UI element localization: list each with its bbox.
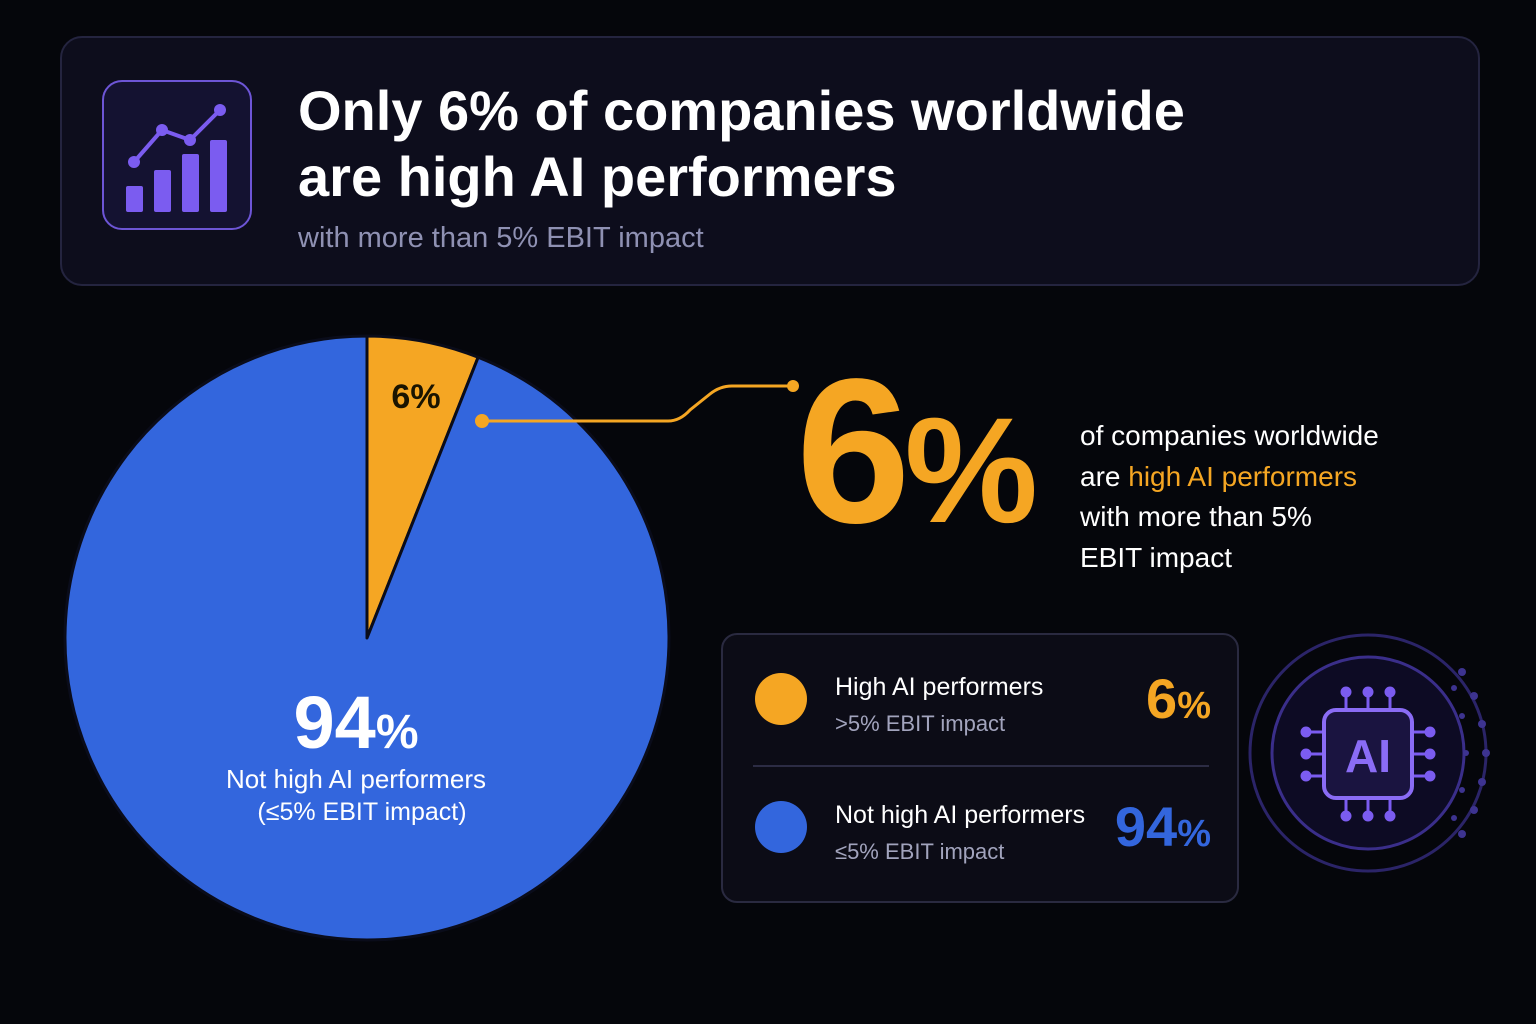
big-stat-number: 6 (796, 336, 911, 566)
legend-title-not-high: Not high AI performers (835, 801, 1086, 829)
stat-desc-line-4: EBIT impact (1080, 541, 1232, 573)
legend-dot-high (755, 673, 807, 725)
page-subtitle: with more than 5% EBIT impact (298, 222, 704, 254)
big-stat-pct: % (904, 386, 1038, 554)
ai-chip-icon: AI (1248, 626, 1498, 886)
slice-label-not-high-category: Not high AI performers (225, 764, 487, 794)
legend-value-not-high-pct: % (1177, 813, 1211, 855)
big-pct: % (375, 706, 419, 759)
legend-dot-not-high (755, 801, 807, 853)
pie-chart: 6% 94% Not high AI performers (≤5% EBIT … (0, 300, 700, 1000)
stat-description: of companies worldwide are high AI perfo… (1080, 416, 1379, 578)
legend-value-not-high-number: 94 (1114, 795, 1178, 858)
page-title: Only 6% of companies worldwide are high … (298, 78, 1185, 210)
legend-title-high: High AI performers (835, 673, 1044, 701)
legend-sub-not-high: ≤5% EBIT impact (835, 839, 1005, 864)
legend-value-high-pct: % (1177, 685, 1211, 727)
stat-desc-line-2: are high AI performers (1080, 457, 1379, 498)
title-line-2: are high AI performers (298, 145, 897, 208)
stat-desc-line-3: with more than 5% (1080, 501, 1312, 532)
legend-item-not-high: Not high AI performers ≤5% EBIT impact 9… (723, 777, 1237, 887)
slice-label-not-high-note: (≤5% EBIT impact) (257, 798, 467, 826)
header-card: Only 6% of companies worldwide are high … (60, 36, 1480, 286)
stat-desc-prefix: are (1080, 460, 1129, 492)
legend-value-high-number: 6 (1146, 667, 1178, 730)
title-line-1: Only 6% of companies worldwide (298, 79, 1185, 142)
legend-item-high: High AI performers >5% EBIT impact 6% (723, 649, 1237, 759)
pie-slice-not-high (63, 334, 671, 942)
big-value: 94 (293, 681, 376, 764)
slice-label-high: 6% (391, 378, 441, 416)
stat-desc-highlight: high AI performers (1128, 460, 1358, 492)
stat-desc-line-1: of companies worldwide (1080, 420, 1379, 451)
legend-divider (753, 765, 1209, 767)
legend-sub-high: >5% EBIT impact (835, 711, 1006, 736)
bar-chart-trend-icon (102, 80, 252, 230)
big-stat-value: 6% (796, 348, 1038, 554)
legend-value-high: 6% (1146, 671, 1211, 727)
legend-card: High AI performers >5% EBIT impact 6% No… (721, 633, 1239, 903)
legend-value-not-high: 94% (1115, 799, 1211, 855)
ai-badge-text: AI (1345, 730, 1391, 782)
slice-label-not-high-value: 94% (294, 680, 419, 765)
pie-chart-svg (63, 334, 671, 942)
